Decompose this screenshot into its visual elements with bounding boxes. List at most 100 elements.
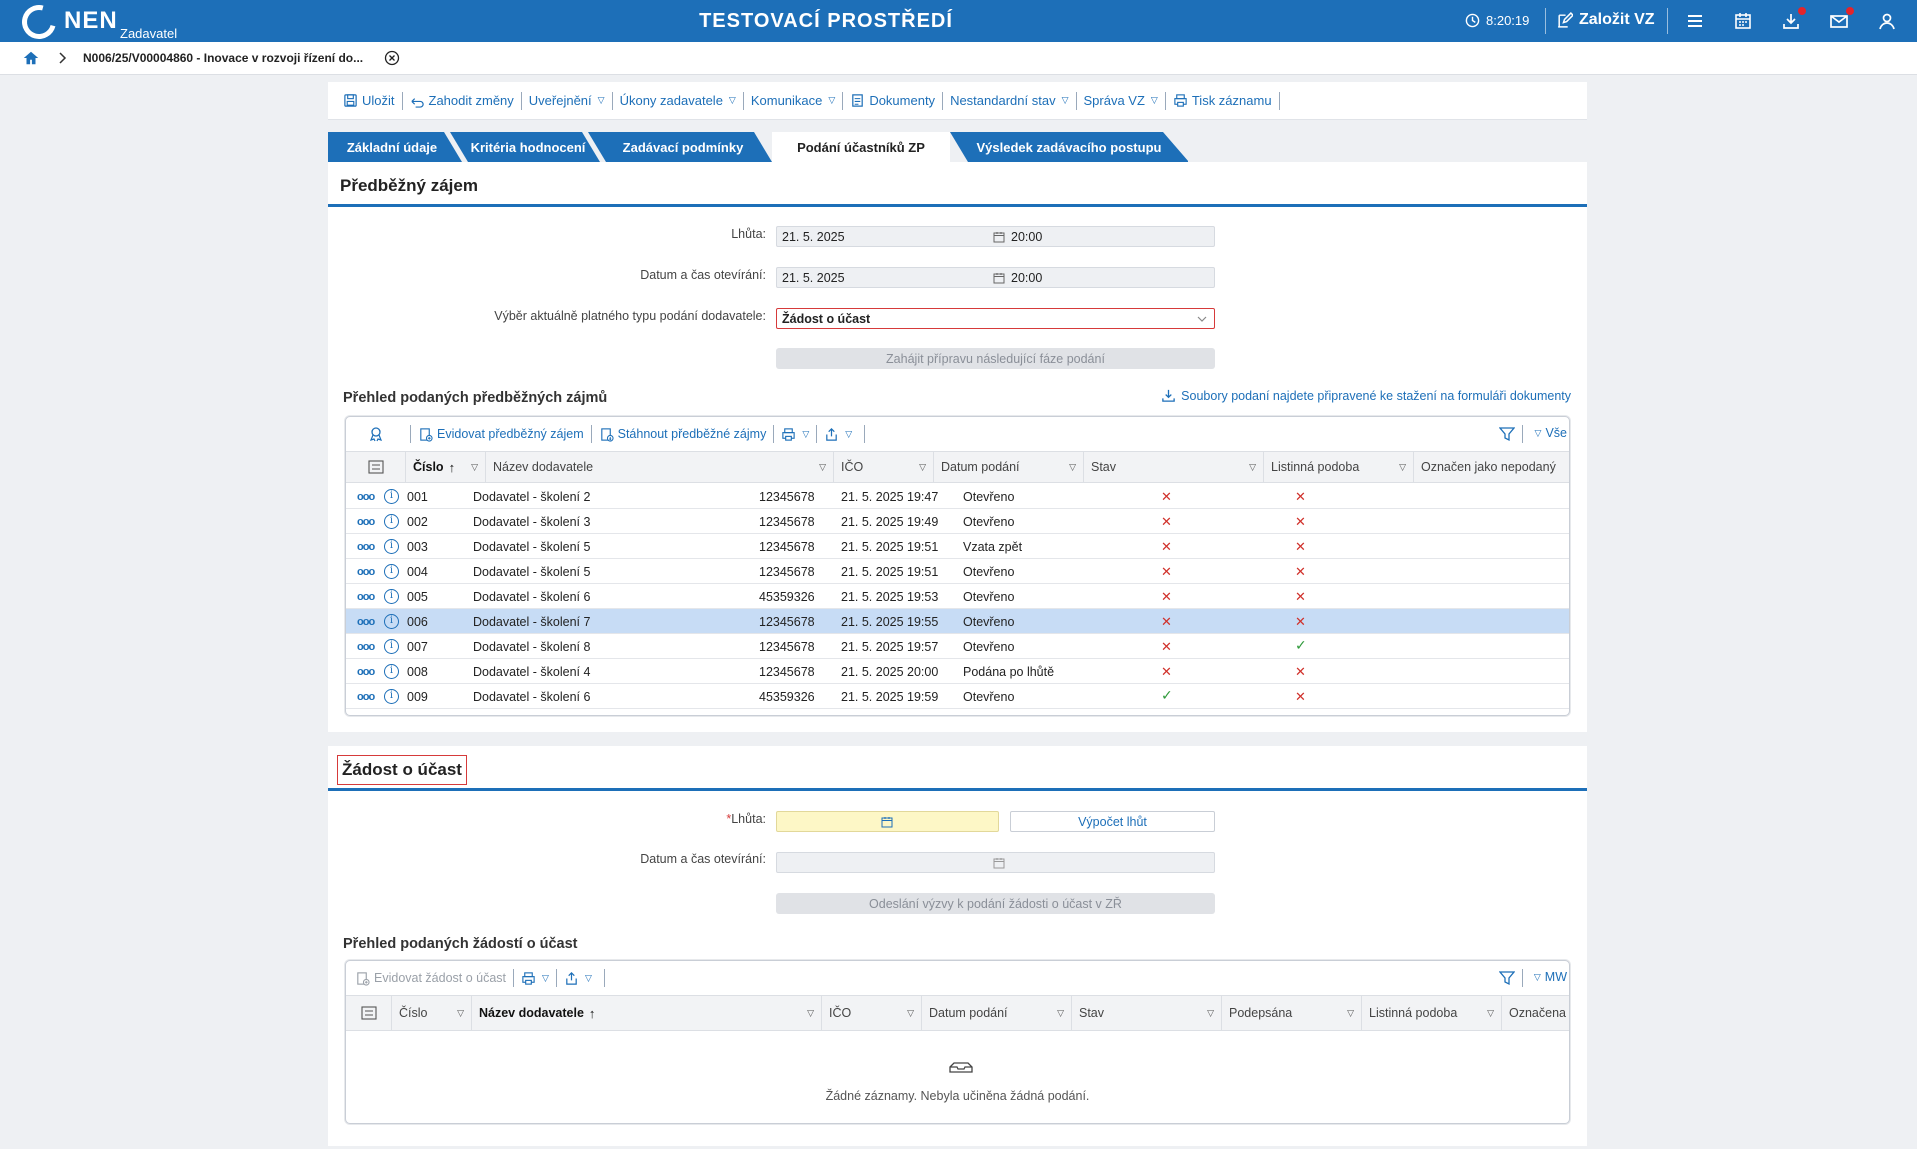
filter-caret-icon[interactable]: ▽	[471, 461, 478, 472]
row-actions-icon[interactable]: ooo	[357, 666, 375, 678]
column-date[interactable]: Datum podání ▽	[922, 996, 1072, 1030]
register-interest-button[interactable]: Evidovat předběžný zájem	[410, 425, 592, 443]
grid-export-menu[interactable]: ▽	[817, 425, 866, 443]
table-row[interactable]: ooo i 006 Dodavatel - školení 7 12345678 21. …	[346, 609, 1569, 634]
column-supplier[interactable]: Název dodavatele ▽	[486, 452, 834, 482]
column-state[interactable]: Stav ▽	[1072, 996, 1222, 1030]
info-icon[interactable]: i	[384, 514, 399, 529]
filter-caret-icon[interactable]: ▽	[1057, 1007, 1064, 1018]
filter-caret-icon[interactable]: ▽	[1487, 1007, 1494, 1018]
send-invitation-button[interactable]: Odeslání výzvy k podání žádosti o účast …	[776, 893, 1215, 914]
column-date[interactable]: Datum podání ▽	[934, 452, 1084, 482]
column-settings[interactable]	[346, 996, 392, 1030]
management-menu[interactable]: Správa VZ ▽	[1077, 91, 1166, 110]
save-button[interactable]: Uložit	[336, 91, 403, 110]
filter-caret-icon[interactable]: ▽	[919, 461, 926, 472]
row-actions-icon[interactable]: ooo	[357, 541, 375, 553]
column-signed[interactable]: Podepsána ▽	[1222, 996, 1362, 1030]
filter-caret-icon[interactable]: ▽	[457, 1007, 464, 1018]
row-actions-icon[interactable]: ooo	[357, 616, 375, 628]
filter-caret-icon[interactable]: ▽	[1249, 461, 1256, 472]
row-actions-icon[interactable]: ooo	[357, 566, 375, 578]
discard-changes-button[interactable]: Zahodit změny	[403, 91, 522, 110]
info-icon[interactable]: i	[384, 639, 399, 654]
messages-button[interactable]	[1829, 7, 1854, 31]
column-marked[interactable]: Označena	[1502, 996, 1569, 1030]
tab-evaluation-criteria[interactable]: Kritéria hodnocení	[470, 139, 586, 155]
filter-icon[interactable]	[1499, 970, 1515, 986]
publish-menu[interactable]: Uveřejnění ▽	[522, 91, 613, 110]
filter-caret-icon[interactable]: ▽	[1347, 1007, 1354, 1018]
actions-menu[interactable]: Úkony zadavatele ▽	[613, 91, 744, 110]
menu-icon[interactable]	[1685, 11, 1705, 31]
calculate-deadlines-button[interactable]: Výpočet lhůt	[1010, 811, 1215, 832]
table-row[interactable]: ooo i 003 Dodavatel - školení 5 12345678 21. …	[346, 534, 1569, 559]
breadcrumb-current[interactable]: N006/25/V00004860 - Inovace v rozvoji ří…	[83, 51, 364, 65]
home-icon[interactable]	[22, 49, 40, 67]
print-record-button[interactable]: Tisk záznamu	[1166, 91, 1280, 110]
tab-basic-info[interactable]: Základní údaje	[346, 139, 438, 155]
filter-icon[interactable]	[1499, 426, 1515, 442]
filter-caret-icon[interactable]: ▽	[807, 1007, 814, 1018]
start-next-phase-button[interactable]: Zahájit přípravu následující fáze podání	[776, 348, 1215, 369]
row-actions-icon[interactable]: ooo	[357, 591, 375, 603]
communication-menu[interactable]: Komunikace ▽	[744, 91, 844, 110]
table-row[interactable]: ooo i 001 Dodavatel - školení 2 12345678 21. …	[346, 484, 1569, 509]
grid-print-menu[interactable]: ▽	[774, 425, 818, 443]
filter-caret-icon[interactable]: ▽	[1399, 461, 1406, 472]
column-ico[interactable]: IČO ▽	[822, 996, 922, 1030]
filter-caret-icon[interactable]: ▽	[819, 461, 826, 472]
row-actions-icon[interactable]: ooo	[357, 491, 375, 503]
documents-button[interactable]: Dokumenty	[843, 91, 944, 110]
table-row[interactable]: ooo i 005 Dodavatel - školení 6 45359326 21. …	[346, 584, 1569, 609]
downloads-button[interactable]	[1781, 7, 1806, 31]
column-supplier[interactable]: Název dodavatele ↑ ▽	[472, 996, 822, 1030]
tab-submissions[interactable]: Podání účastníků ZP	[772, 132, 950, 162]
row-actions-icon[interactable]: ooo	[357, 691, 375, 703]
column-paper[interactable]: Listinná podoba ▽	[1362, 996, 1502, 1030]
info-icon[interactable]: i	[384, 564, 399, 579]
filter-caret-icon[interactable]: ▽	[907, 1007, 914, 1018]
info-icon[interactable]: i	[384, 539, 399, 554]
table-row[interactable]: ooo i 007 Dodavatel - školení 8 12345678 21. …	[346, 634, 1569, 659]
row-actions-icon[interactable]: ooo	[357, 516, 375, 528]
submission-type-select[interactable]: Žádost o účast	[776, 308, 1215, 329]
nonstandard-state-menu[interactable]: Nestandardní stav ▽	[943, 91, 1077, 110]
table-row[interactable]: ooo i 009 Dodavatel - školení 6 45359326 21. …	[346, 684, 1569, 709]
grid-print-menu[interactable]: ▽	[514, 969, 557, 987]
info-icon[interactable]: i	[384, 614, 399, 629]
column-ico[interactable]: IČO ▽	[834, 452, 934, 482]
info-icon[interactable]: i	[384, 489, 399, 504]
opening-field[interactable]: 21. 5. 2025 20:00	[776, 267, 1215, 288]
column-unsubmitted[interactable]: Označen jako nepodaný	[1414, 452, 1569, 482]
info-icon[interactable]: i	[384, 664, 399, 679]
create-contract-button[interactable]: Založit VZ	[1556, 11, 1655, 29]
column-state[interactable]: Stav ▽	[1084, 452, 1264, 482]
deadline-field[interactable]: 21. 5. 2025 20:00	[776, 226, 1215, 247]
column-number[interactable]: Číslo ↑ ▽	[406, 452, 486, 482]
download-interests-button[interactable]: Stáhnout předběžné zájmy	[592, 425, 775, 443]
row-actions-icon[interactable]: ooo	[357, 641, 375, 653]
info-icon[interactable]: i	[384, 589, 399, 604]
files-download-link[interactable]: Soubory podaní najdete připravené ke sta…	[1161, 388, 1571, 403]
close-icon[interactable]	[384, 50, 400, 66]
tab-tender-conditions[interactable]: Zadávací podmínky	[622, 139, 744, 155]
table-row[interactable]: ooo i 004 Dodavatel - školení 5 12345678 21. …	[346, 559, 1569, 584]
tab-result[interactable]: Výsledek zadávacího postupu	[976, 139, 1162, 155]
request-deadline-field[interactable]	[776, 811, 999, 832]
table-row[interactable]: ooo i 002 Dodavatel - školení 3 12345678 21. …	[346, 509, 1569, 534]
column-number[interactable]: Číslo ▽	[392, 996, 472, 1030]
request-opening-field[interactable]	[776, 852, 1215, 873]
award-icon[interactable]	[368, 426, 384, 442]
view-selector[interactable]: ▽ MW	[1532, 970, 1567, 984]
filter-caret-icon[interactable]: ▽	[1207, 1007, 1214, 1018]
column-settings[interactable]	[346, 452, 406, 482]
register-request-button[interactable]: Evidovat žádost o účast	[348, 969, 515, 987]
calendar-icon[interactable]	[1733, 11, 1753, 31]
grid-export-menu[interactable]: ▽	[557, 969, 605, 987]
filter-caret-icon[interactable]: ▽	[1069, 461, 1076, 472]
user-icon[interactable]	[1877, 11, 1897, 31]
info-icon[interactable]: i	[384, 689, 399, 704]
table-row[interactable]: ooo i 008 Dodavatel - školení 4 12345678 21. …	[346, 659, 1569, 684]
column-paper[interactable]: Listinná podoba ▽	[1264, 452, 1414, 482]
